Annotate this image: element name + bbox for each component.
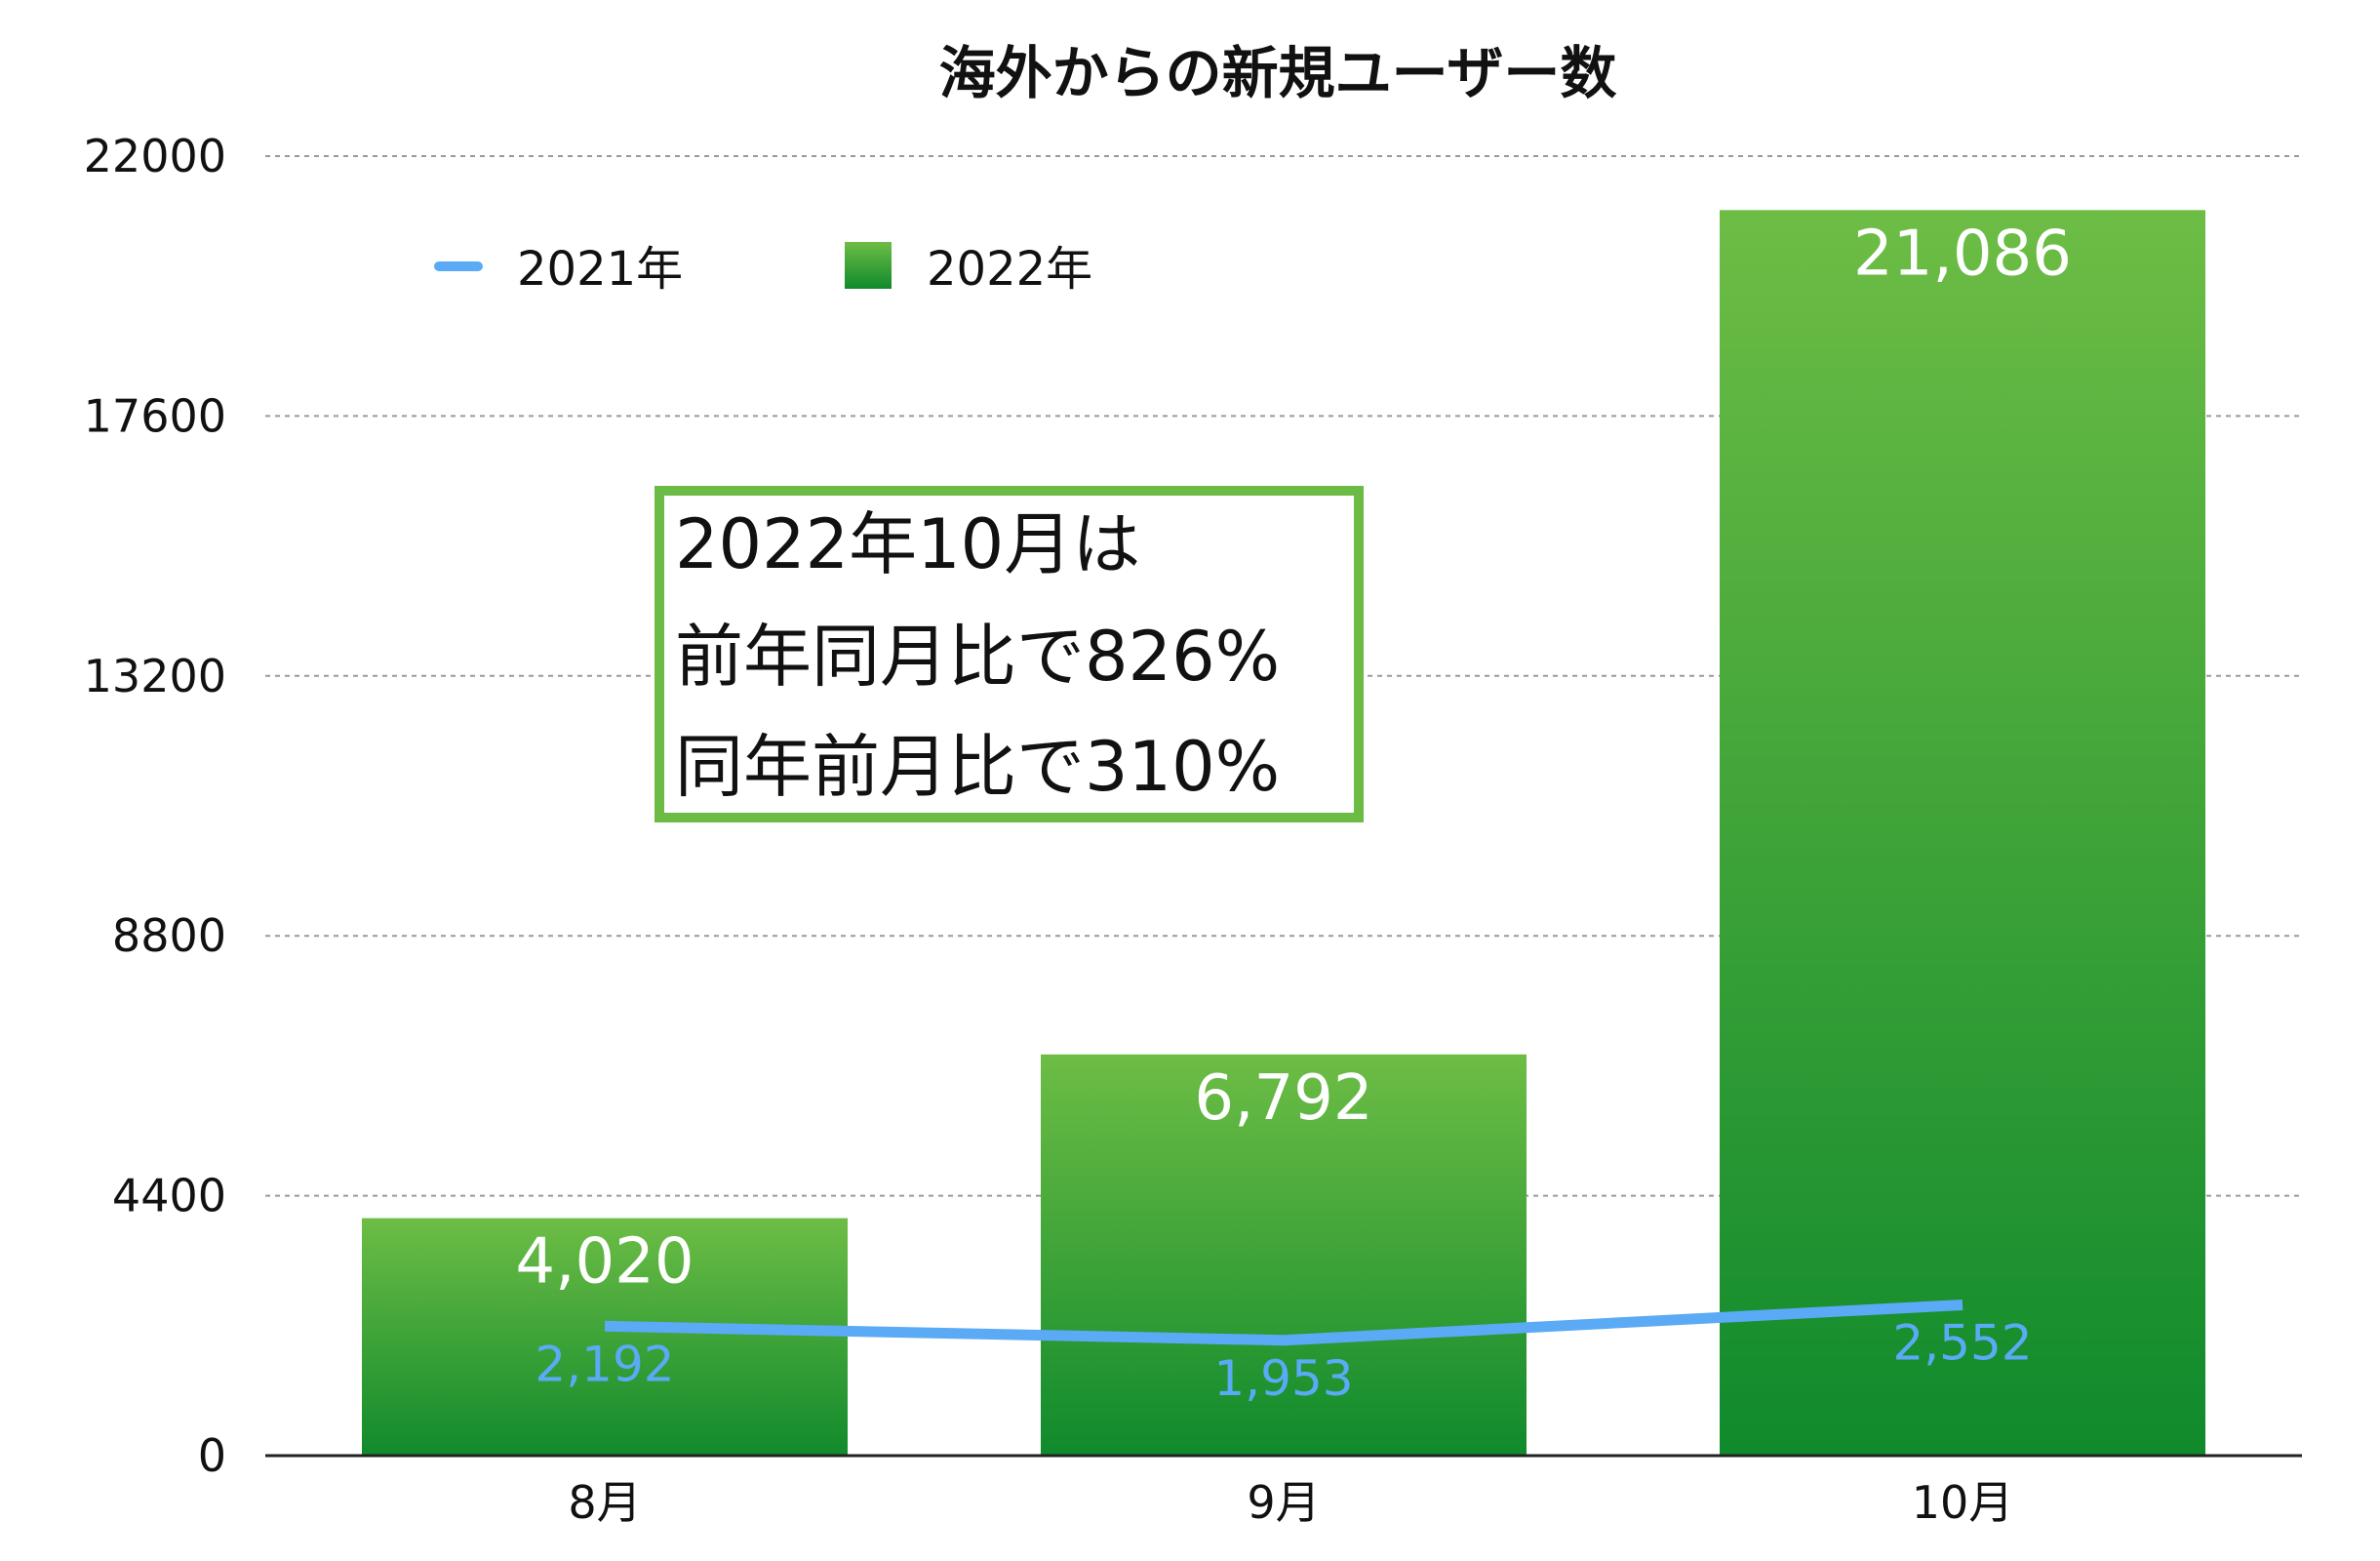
annotation-box: 2022年10月は 前年同月比で826% 同年前月比で310% — [654, 486, 1364, 822]
bar-value-label: 6,792 — [1194, 1062, 1372, 1135]
annotation-line-1: 2022年10月は — [675, 504, 1140, 584]
line-series — [604, 1299, 1964, 1346]
bar — [1041, 1054, 1527, 1456]
annotation-line-2: 前年同月比で826% — [675, 617, 1280, 697]
line-value-label: 2,192 — [535, 1336, 674, 1392]
bar-labels: 4,020 6,792 21,086 — [515, 218, 2072, 1298]
x-tick-label: 10月 — [1912, 1476, 2014, 1529]
bar — [1720, 210, 2205, 1457]
legend-label-2022: 2022年 — [927, 242, 1092, 297]
x-tick-label: 9月 — [1247, 1476, 1320, 1529]
y-axis: 0 4400 8800 13200 17600 22000 — [84, 130, 226, 1482]
legend-bar-swatch — [845, 242, 892, 289]
legend-line-swatch — [434, 261, 483, 271]
y-tick-label: 4400 — [112, 1170, 226, 1222]
line-2021 — [604, 1299, 1964, 1346]
y-tick-label: 13200 — [84, 650, 226, 702]
line-labels: 2,192 1,953 2,552 — [535, 1314, 2032, 1406]
legend-label-2021: 2021年 — [517, 242, 683, 297]
x-axis: 8月 9月 10月 — [568, 1476, 2013, 1529]
line-value-label: 2,552 — [1892, 1314, 2032, 1371]
y-tick-label: 0 — [198, 1429, 226, 1482]
y-tick-label: 8800 — [112, 909, 226, 962]
bar-value-label: 4,020 — [515, 1226, 694, 1299]
bars — [362, 210, 2205, 1457]
bar-value-label: 21,086 — [1853, 218, 2072, 290]
bar — [362, 1218, 848, 1456]
line-value-label: 1,953 — [1213, 1350, 1353, 1407]
x-tick-label: 8月 — [568, 1476, 641, 1529]
annotation-border — [654, 486, 1364, 822]
y-tick-label: 17600 — [84, 389, 226, 442]
annotation-line-3: 同年前月比で310% — [675, 727, 1280, 807]
legend: 2021年 2022年 — [434, 242, 1092, 297]
y-tick-label: 22000 — [84, 130, 226, 182]
chart-title: 海外からの新規ユーザー数 — [939, 40, 1617, 106]
